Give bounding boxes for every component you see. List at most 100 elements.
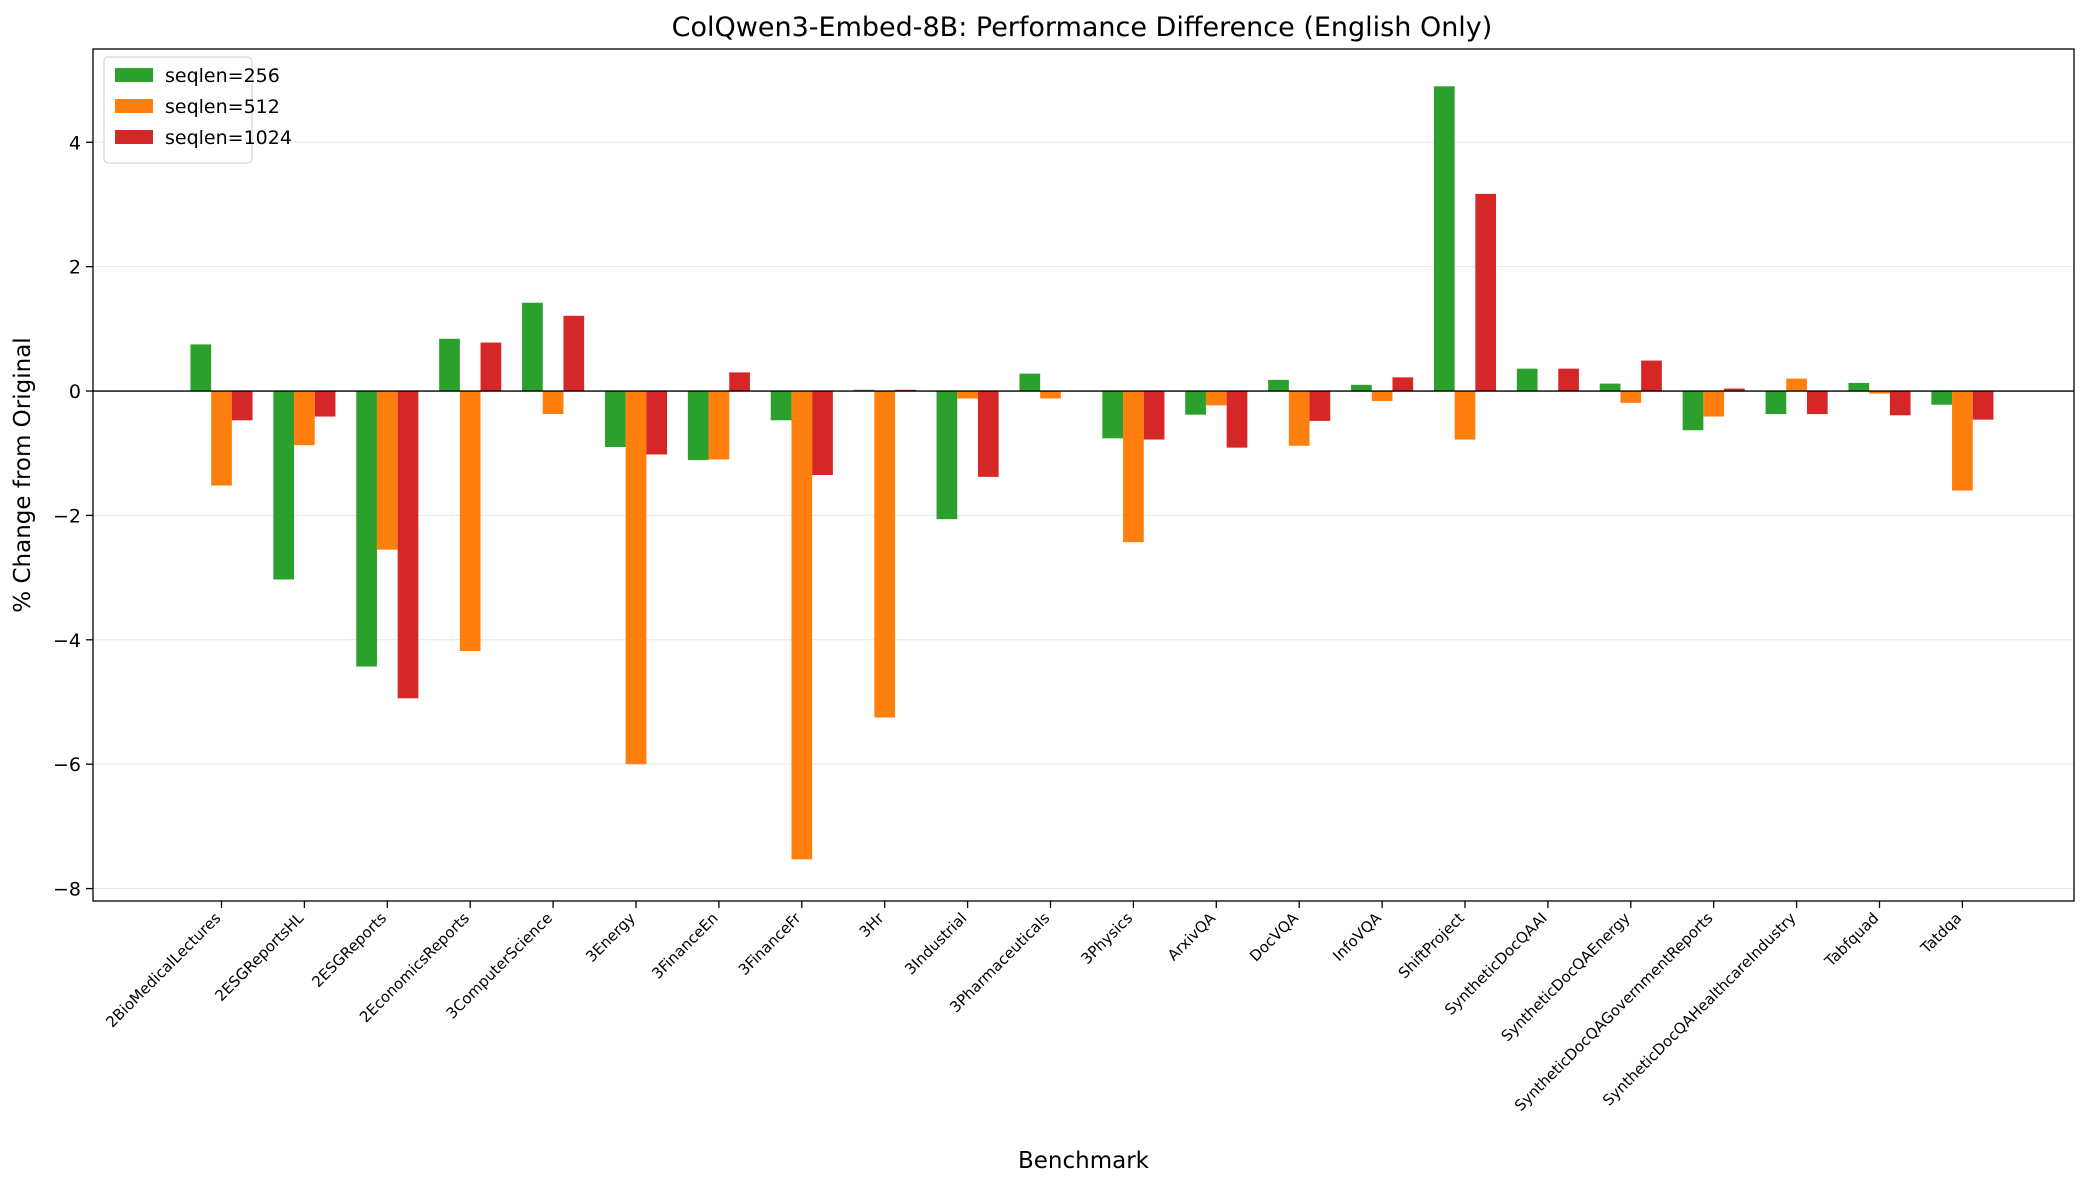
x-tick-label: 2BioMedicalLectures <box>102 909 224 1031</box>
bar <box>770 391 792 421</box>
bar <box>1102 391 1124 439</box>
plot-frame <box>92 48 2075 902</box>
bar <box>708 391 730 460</box>
y-tick-label: 2 <box>69 257 81 279</box>
bar <box>1806 391 1828 415</box>
y-axis-ticks: −8 −6 −4 −2 0 2 4 <box>53 132 93 901</box>
bar <box>542 391 564 415</box>
bar <box>314 391 336 417</box>
x-tick-label: 2ESGReports <box>308 909 390 991</box>
y-axis-label: % Change from Original <box>10 337 36 612</box>
bar <box>1040 391 1061 399</box>
bar <box>791 391 813 860</box>
x-tick-label: 3FinanceFr <box>735 909 805 979</box>
legend: seqlen=256 seqlen=512 seqlen=1024 <box>103 56 292 164</box>
bar <box>1682 391 1704 431</box>
bar <box>1620 391 1642 403</box>
bar <box>1351 384 1372 392</box>
bar <box>1185 391 1206 415</box>
bar <box>480 342 502 392</box>
bar <box>1931 391 1953 405</box>
bar <box>1123 391 1144 543</box>
bar <box>1848 382 1870 392</box>
x-tick-label: InfoVQA <box>1329 909 1385 965</box>
bar <box>1433 86 1455 392</box>
x-tick-label: ShiftProject <box>1395 909 1468 982</box>
bar <box>397 391 419 699</box>
bar <box>522 302 543 392</box>
x-tick-label: 3Physics <box>1078 909 1137 968</box>
bar <box>376 391 398 550</box>
y-tick-label: −2 <box>53 505 81 527</box>
x-tick-label: 3Industrial <box>901 909 970 978</box>
bar <box>874 391 896 718</box>
bar <box>273 391 295 580</box>
bar <box>687 391 709 461</box>
chart-title: ColQwen3-Embed-8B: Performance Differenc… <box>672 12 1493 43</box>
bar <box>1558 368 1579 392</box>
bar <box>231 391 253 421</box>
bar <box>812 391 833 475</box>
y-tick-label: −8 <box>53 879 81 901</box>
bar <box>1786 378 1807 392</box>
legend-swatch <box>115 99 153 113</box>
x-tick-label: 2ESGReportsHL <box>212 909 308 1005</box>
bar <box>1641 360 1662 392</box>
bars <box>190 86 1994 860</box>
bar <box>1765 391 1787 415</box>
bar <box>1889 391 1911 416</box>
bar <box>604 391 626 448</box>
bar <box>1019 373 1041 392</box>
x-tick-label: 3Energy <box>582 909 639 966</box>
bar <box>1703 391 1725 417</box>
legend-swatch <box>115 130 153 144</box>
bar <box>459 391 481 651</box>
bar <box>936 391 958 520</box>
bar <box>1972 391 1994 420</box>
bar <box>977 391 999 477</box>
bar <box>1268 379 1289 392</box>
y-tick-label: −4 <box>53 630 81 652</box>
bar <box>729 372 750 392</box>
bar <box>1226 391 1248 448</box>
x-tick-label: 3Hr <box>856 909 888 941</box>
y-tick-label: 4 <box>69 132 81 154</box>
x-tick-label: Tatdqa <box>1916 909 1965 958</box>
bar <box>625 391 647 765</box>
x-axis-label: Benchmark <box>1018 1148 1150 1174</box>
bar <box>1309 391 1331 421</box>
legend-label: seqlen=512 <box>165 96 280 118</box>
bar <box>356 391 377 667</box>
bar <box>1454 391 1476 440</box>
bar <box>957 391 978 399</box>
x-tick-label: DocVQA <box>1246 909 1303 966</box>
x-tick-label: ArxivQA <box>1164 909 1220 965</box>
bar <box>1392 377 1414 392</box>
legend-label: seqlen=1024 <box>165 127 292 149</box>
bar <box>211 391 232 486</box>
legend-swatch <box>115 68 153 82</box>
x-tick-label: Tabfquad <box>1821 909 1883 971</box>
y-tick-label: 0 <box>69 381 81 403</box>
bar <box>646 391 668 455</box>
bar <box>1143 391 1165 440</box>
x-tick-label: 3FinanceEn <box>648 909 721 982</box>
bar <box>1724 388 1745 392</box>
bar <box>1475 193 1497 392</box>
bar <box>1205 391 1227 406</box>
legend-label: seqlen=256 <box>165 65 280 87</box>
bar <box>1599 383 1621 392</box>
bar <box>1371 391 1393 401</box>
bar <box>439 338 460 392</box>
bar <box>563 315 585 392</box>
bar <box>294 391 315 446</box>
bar <box>1952 391 1973 491</box>
bar <box>190 344 212 392</box>
x-tick-label: SyntheticDocQAHealthcareIndustry <box>1599 909 1799 1109</box>
bar <box>1516 368 1538 392</box>
bar <box>1869 391 1890 394</box>
y-tick-label: −6 <box>53 754 81 776</box>
bar <box>1288 391 1310 446</box>
